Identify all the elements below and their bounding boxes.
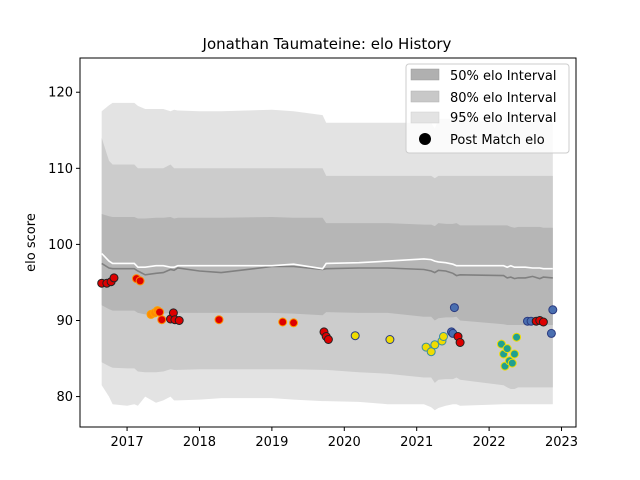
post-match-elo-point xyxy=(546,328,556,338)
y-tick-label: 110 xyxy=(48,162,73,177)
x-tick-label: 2022 xyxy=(473,435,506,450)
post-match-elo-point xyxy=(385,335,395,344)
y-tick-label: 120 xyxy=(48,86,73,101)
post-match-elo-point xyxy=(135,276,145,286)
band-50 xyxy=(101,214,553,325)
y-tick-label: 90 xyxy=(56,314,73,329)
y-axis-label: elo score xyxy=(24,213,39,272)
x-tick-label: 2021 xyxy=(400,435,433,450)
post-match-elo-point xyxy=(455,338,465,347)
post-match-elo-point xyxy=(430,340,440,350)
mean-line xyxy=(101,252,553,270)
post-match-elo-point xyxy=(512,332,522,342)
legend-marker-post-match xyxy=(419,133,431,145)
x-tick-label: 2020 xyxy=(328,435,361,450)
y-tick-label: 80 xyxy=(56,390,73,405)
axes-frame xyxy=(79,57,577,428)
post-match-elo-point xyxy=(502,344,512,354)
post-match-elo-point xyxy=(507,358,517,368)
post-match-elo-point xyxy=(289,318,299,328)
post-match-elo-point xyxy=(155,307,165,317)
post-match-elo-point xyxy=(109,273,119,283)
median-line xyxy=(101,262,553,280)
post-match-elo-point xyxy=(439,332,448,341)
post-match-elo-point xyxy=(323,335,333,344)
legend-box xyxy=(405,63,570,154)
post-match-elo-point xyxy=(496,339,506,349)
x-tick-label: 2017 xyxy=(111,435,144,450)
legend-swatch-50 xyxy=(410,68,440,81)
plot-area xyxy=(97,102,558,411)
legend-label-50: 50% elo Interval xyxy=(450,69,557,84)
axis-ticks: 2017 2018 2019 2020 2021 2022 2023 80 90 100 110 12… xyxy=(48,86,578,450)
post-match-elo-point xyxy=(538,317,548,327)
post-match-elo-point xyxy=(350,331,360,341)
post-match-elo-point xyxy=(157,315,167,325)
post-match-elo-point xyxy=(426,347,436,357)
legend-label-95: 95% elo Interval xyxy=(450,111,557,126)
legend: 50% elo Interval 80% elo Interval 95% el… xyxy=(405,63,570,154)
post-match-elo-point xyxy=(278,317,288,327)
post-match-elo-point xyxy=(548,305,558,315)
post-match-elo-point xyxy=(174,316,184,325)
x-tick-label: 2019 xyxy=(255,435,288,450)
legend-swatch-80 xyxy=(410,90,440,103)
legend-label-80: 80% elo Interval xyxy=(450,91,557,106)
post-match-elo-point xyxy=(510,349,519,359)
post-match-elo-point xyxy=(214,315,224,325)
x-tick-label: 2023 xyxy=(545,435,578,450)
post-match-elo-point xyxy=(449,303,459,313)
chart-title: Jonathan Taumateine: elo History xyxy=(202,35,452,53)
legend-label-post-match: Post Match elo xyxy=(450,133,545,148)
y-tick-label: 100 xyxy=(48,238,73,253)
x-tick-label: 2018 xyxy=(183,435,216,450)
legend-swatch-95 xyxy=(410,111,440,124)
